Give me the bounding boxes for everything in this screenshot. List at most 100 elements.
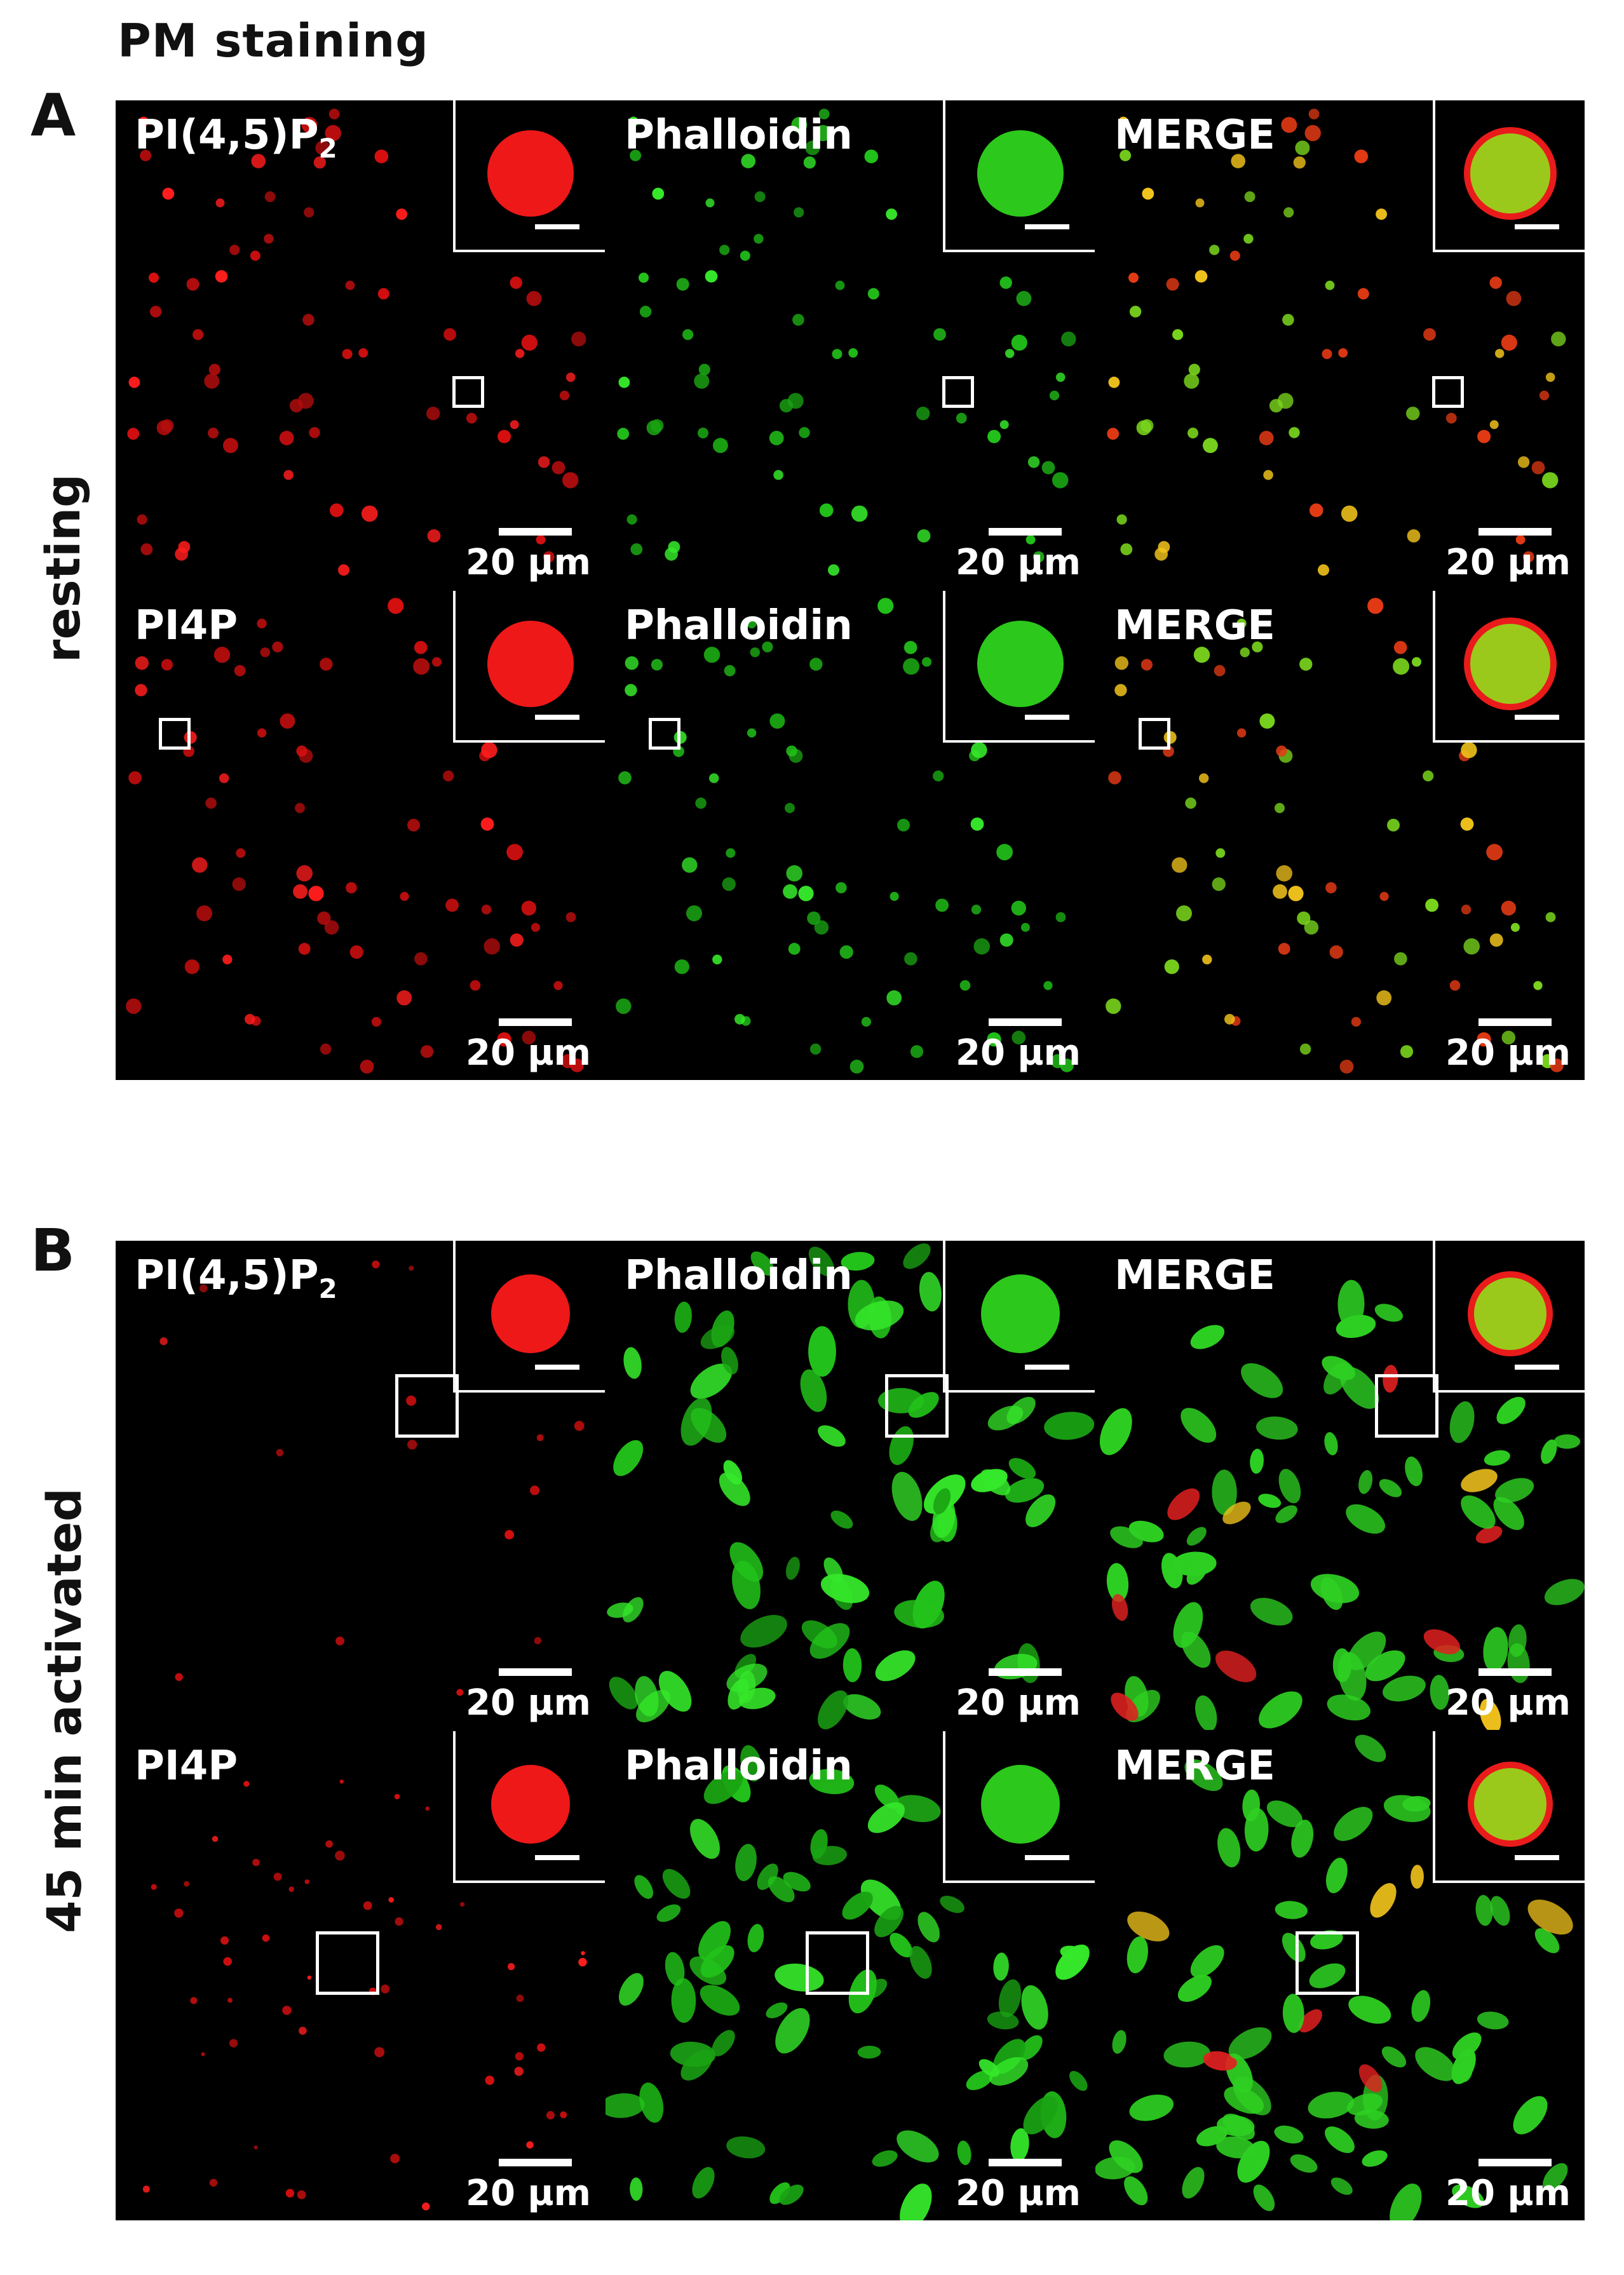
cell [565, 372, 576, 382]
cell [1461, 742, 1477, 759]
cell [1400, 1045, 1414, 1058]
cell [546, 2110, 555, 2120]
cell [1484, 1450, 1510, 1466]
channel-label: Phalloidin [625, 1252, 853, 1299]
cell [420, 1045, 434, 1058]
cell [245, 1014, 255, 1025]
cell [1327, 1694, 1370, 1721]
cell [1293, 156, 1306, 169]
cell [999, 420, 1009, 429]
cell [1164, 959, 1179, 975]
cell [1415, 2047, 1456, 2081]
cell [184, 1880, 189, 1887]
cell [1190, 1945, 1224, 1978]
cell [175, 547, 188, 561]
scale-bar-label: 20 µm [956, 1682, 1081, 1724]
cell [516, 1994, 524, 2002]
cell [1374, 1304, 1404, 1322]
cell [1423, 770, 1434, 781]
cell [466, 412, 477, 424]
cell [209, 2178, 218, 2187]
cell [1203, 2051, 1237, 2071]
zoomed-cell [977, 130, 1064, 217]
cell [786, 865, 802, 882]
cell [422, 2202, 430, 2211]
cell [553, 981, 563, 990]
cell [1185, 797, 1196, 809]
cell [126, 998, 142, 1014]
cell [406, 1395, 417, 1406]
cell [358, 348, 369, 358]
inset-scale-bar [1025, 224, 1069, 229]
channel-label: PI4P [135, 1743, 238, 1790]
cell [799, 427, 810, 438]
cell [317, 911, 331, 925]
cell [993, 1952, 1009, 1981]
cell [1127, 1911, 1170, 1941]
cell [886, 208, 897, 220]
cell [1111, 1692, 1139, 1721]
cell [578, 1957, 587, 1967]
zoom-region-box [395, 1374, 459, 1438]
cell [1203, 438, 1218, 454]
cell [480, 817, 494, 831]
cell [682, 329, 694, 341]
cell [800, 1369, 827, 1412]
cell [630, 149, 642, 161]
cell [1370, 1883, 1397, 1918]
cell [652, 187, 665, 200]
cell [1224, 2086, 1264, 2114]
cell [875, 1650, 916, 1682]
cell [1055, 372, 1066, 382]
cell [891, 1471, 923, 1521]
cell [1173, 1602, 1203, 1648]
cell [916, 407, 930, 421]
cell [1390, 2184, 1422, 2220]
cell [1021, 1985, 1048, 2030]
cell [381, 1984, 390, 1994]
channel-label-text: Phalloidin [625, 602, 853, 649]
cell [192, 857, 208, 873]
cell [1501, 900, 1516, 916]
cell [184, 959, 200, 975]
cell [223, 438, 238, 454]
cell [809, 1043, 822, 1055]
cell [1506, 291, 1522, 306]
cell [363, 1901, 372, 1910]
cell [999, 276, 1012, 289]
cell [1114, 656, 1128, 670]
cell [692, 2167, 715, 2199]
cell [897, 2130, 939, 2163]
cell [1069, 2070, 1088, 2091]
cell [1041, 461, 1055, 475]
cell [390, 2154, 400, 2164]
scale-bar [989, 1668, 1062, 1676]
cell [443, 770, 454, 781]
cell [1367, 598, 1384, 614]
cell [1501, 1030, 1516, 1044]
cell [910, 1045, 924, 1058]
cell [1387, 818, 1400, 832]
cell [694, 373, 710, 389]
scale-bar [989, 2159, 1062, 2166]
cell [848, 348, 858, 358]
channel-label-text: MERGE [1114, 602, 1275, 649]
cell [1551, 331, 1566, 347]
cell [1542, 472, 1559, 489]
channel-label: PI4P [135, 602, 238, 649]
cell [741, 154, 755, 168]
cell [313, 156, 326, 169]
cell [1099, 1408, 1132, 1455]
cell [297, 393, 314, 409]
zoom-region-box [942, 376, 974, 408]
cell [551, 461, 565, 475]
cell [1309, 503, 1323, 517]
cell [623, 1347, 642, 1379]
cell [1347, 1631, 1386, 1670]
cell [139, 116, 149, 127]
zoom-inset [453, 591, 605, 743]
channel-label: MERGE [1114, 112, 1275, 159]
cell [842, 1648, 862, 1682]
cell [680, 1398, 712, 1446]
cell [814, 920, 829, 935]
